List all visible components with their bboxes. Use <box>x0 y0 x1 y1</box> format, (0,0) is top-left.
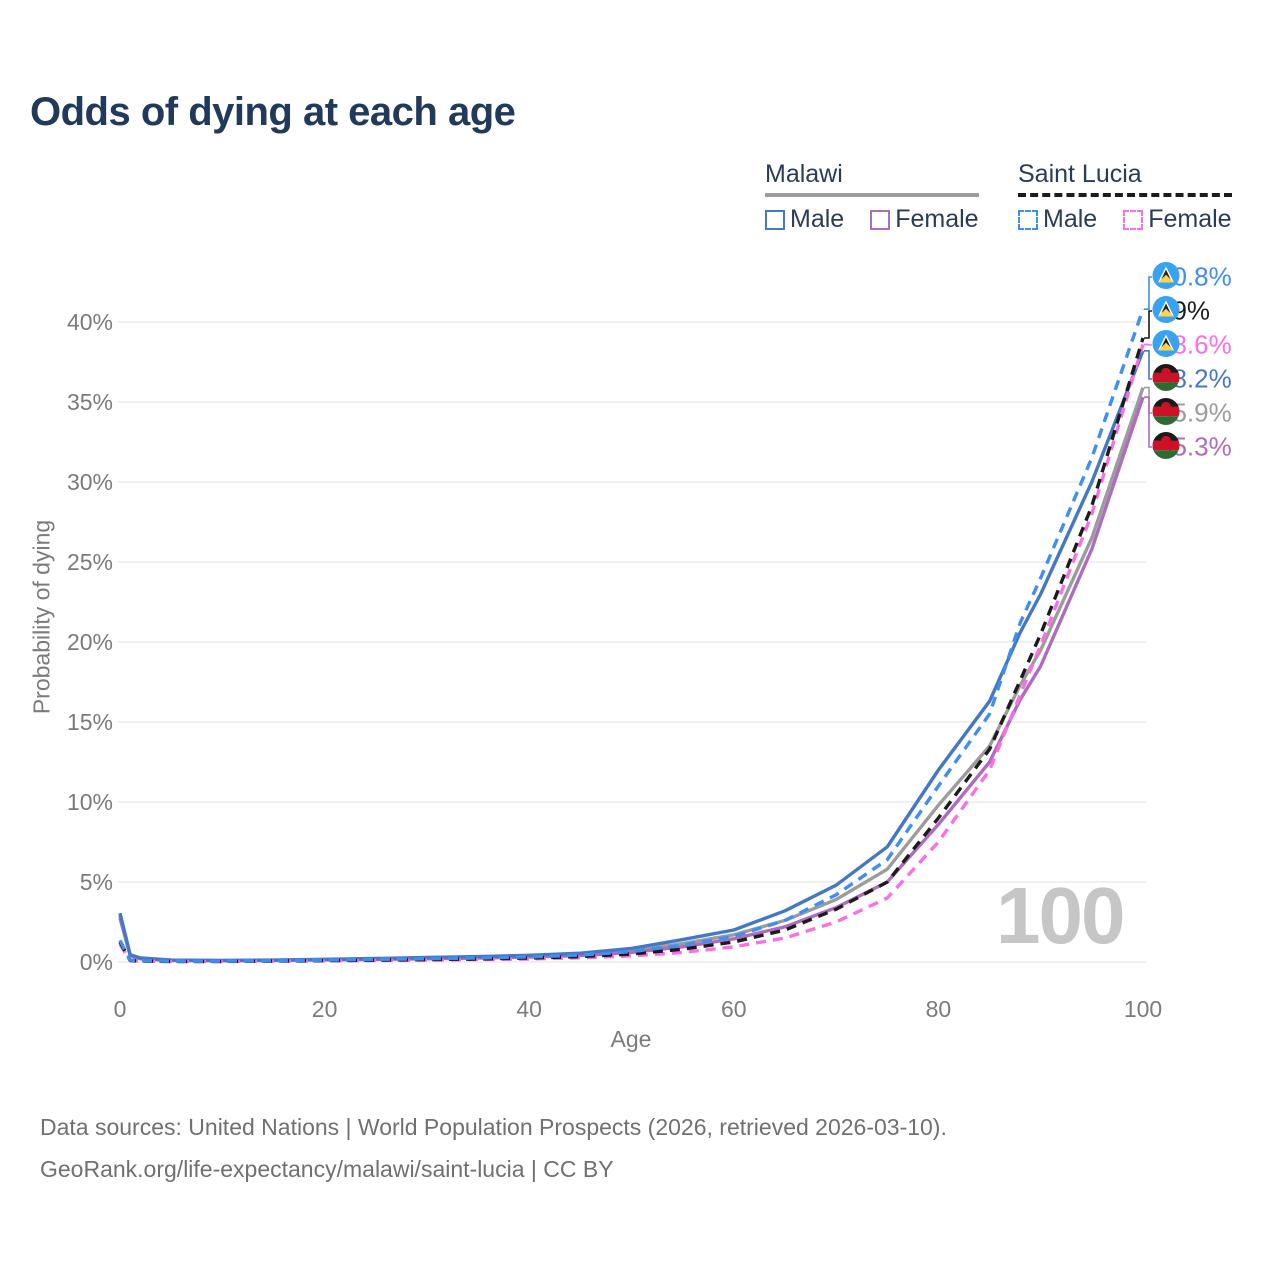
series-line-saint-lucia-male[interactable] <box>118 308 1145 963</box>
end-label-connector <box>1144 386 1152 414</box>
y-tick-label: 10% <box>66 789 113 815</box>
y-tick-label: 25% <box>66 549 113 575</box>
y-axis-title: Probability of dying <box>28 519 55 715</box>
footer-attribution: GeoRank.org/life-expectancy/malawi/saint… <box>40 1156 614 1182</box>
y-tick-label: 0% <box>79 949 113 975</box>
x-tick-label: 60 <box>721 996 747 1022</box>
x-tick-label: 0 <box>113 996 127 1022</box>
page-title: Odds of dying at each age <box>30 90 516 134</box>
legend-item-malawi-male[interactable]: Male <box>765 205 844 234</box>
age-watermark: 100 <box>996 871 1125 960</box>
y-tick-label: 40% <box>66 309 113 335</box>
end-label-connector <box>1144 350 1152 380</box>
footer: Data sources: United Nations | World Pop… <box>40 1106 947 1190</box>
end-label-connector <box>1144 396 1152 448</box>
legend-underline-malawi <box>765 193 979 197</box>
x-tick-label: 100 <box>1123 996 1163 1022</box>
legend-item-label: Male <box>1043 205 1098 233</box>
y-tick-label: 15% <box>66 709 113 735</box>
legend-group-saint-lucia-label: Saint Lucia <box>1018 160 1142 188</box>
legend-swatch-saint-lucia-female <box>1123 209 1144 230</box>
series-line-malawi-male[interactable] <box>118 350 1145 963</box>
end-label-malawi-female[interactable]: 35.3% <box>1152 432 1232 463</box>
legend-group-saint-lucia: Saint Lucia Male Female <box>1018 160 1232 234</box>
y-tick-label: 20% <box>66 629 113 655</box>
end-label-malawi-total[interactable]: 35.9% <box>1152 398 1232 429</box>
y-tick-label: 30% <box>66 469 113 495</box>
legend-group-malawi: Malawi Male Female <box>765 160 979 234</box>
legend-item-label: Female <box>1148 205 1232 233</box>
end-label-saint-lucia-female[interactable]: 38.6% <box>1152 330 1232 361</box>
legend-item-saint-lucia-female[interactable]: Female <box>1123 205 1232 234</box>
series-line-saint-lucia-total[interactable] <box>118 337 1145 964</box>
end-label-connector <box>1144 276 1152 310</box>
x-tick-label: 40 <box>516 996 542 1022</box>
footer-sources: Data sources: United Nations | World Pop… <box>40 1114 947 1140</box>
legend-swatch-malawi-female <box>870 209 891 230</box>
legend-underline-saint-lucia <box>1018 193 1232 197</box>
x-axis-title: Age <box>610 1026 652 1052</box>
end-label-connector <box>1144 343 1152 346</box>
legend-swatch-malawi-male <box>765 209 785 230</box>
y-tick-label: 35% <box>66 389 113 415</box>
end-label-malawi-male[interactable]: 38.2% <box>1152 364 1232 395</box>
x-tick-label: 20 <box>311 996 338 1022</box>
legend-item-label: Female <box>895 205 979 233</box>
end-label-saint-lucia-total[interactable]: 39% <box>1152 296 1210 327</box>
end-label-saint-lucia-male[interactable]: 40.8% <box>1152 262 1232 293</box>
y-tick-label: 5% <box>79 869 113 895</box>
x-tick-label: 80 <box>925 996 952 1022</box>
legend-item-label: Male <box>790 205 845 233</box>
legend-swatch-saint-lucia-male <box>1018 209 1038 230</box>
series-line-malawi-total[interactable] <box>118 387 1145 963</box>
end-label-connector <box>1144 310 1152 339</box>
legend-item-malawi-female[interactable]: Female <box>870 205 979 234</box>
series-line-saint-lucia-female[interactable] <box>118 343 1145 964</box>
legend-group-malawi-label: Malawi <box>765 160 843 188</box>
legend-item-saint-lucia-male[interactable]: Male <box>1018 205 1097 234</box>
